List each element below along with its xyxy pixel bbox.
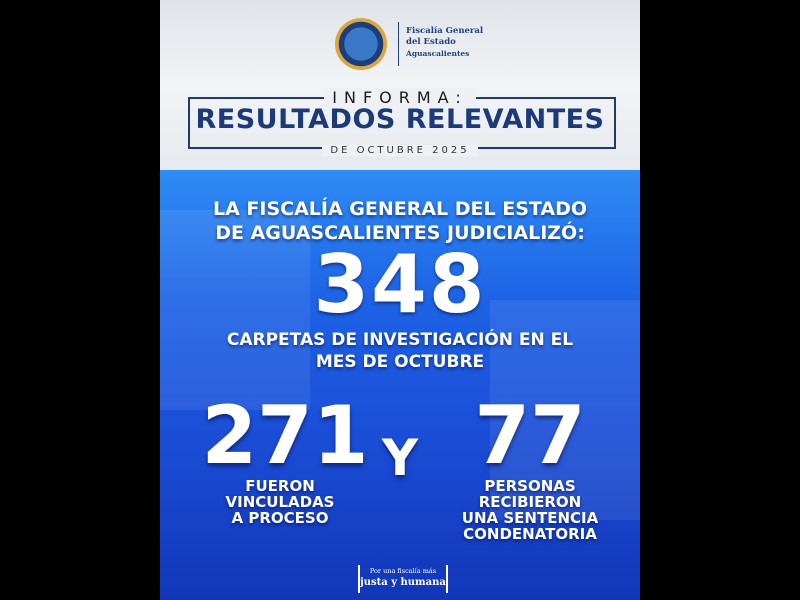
fiscalia-seal-logo xyxy=(335,18,387,70)
left-caption: FUERON VINCULADAS A PROCESO xyxy=(180,478,380,526)
page-title: RESULTADOS RELEVANTES xyxy=(195,104,605,135)
period: DE OCTUBRE 2025 xyxy=(160,138,640,157)
kicker-text: INFORMA: xyxy=(324,88,476,107)
caption-line: A PROCESO xyxy=(231,509,329,527)
org-name-line: Aguascalientes xyxy=(406,49,470,58)
caption-line: CONDENATORIA xyxy=(463,525,597,543)
left-number: 271 xyxy=(201,389,369,482)
header-section xyxy=(160,0,640,170)
conjunction: Y xyxy=(381,429,419,487)
org-name: Fiscalía General del Estado Aguascalient… xyxy=(406,26,483,59)
logo-divider xyxy=(398,22,399,66)
total-caption: CARPETAS DE INVESTIGACIÓN EN EL MES DE O… xyxy=(226,330,574,372)
total-number: 348 xyxy=(313,238,487,331)
building-decoration xyxy=(160,210,310,410)
caption-line: VINCULADAS xyxy=(225,493,335,511)
slogan-line: justa y humana xyxy=(360,577,446,588)
org-name-line: del Estado xyxy=(406,37,456,47)
infographic-poster: Fiscalía General del Estado Aguascalient… xyxy=(160,0,640,600)
caption-line: RECIBIERON xyxy=(478,493,582,511)
org-name-line: Fiscalía General xyxy=(406,26,484,36)
right-number: 77 xyxy=(474,389,586,482)
kicker: INFORMA: xyxy=(160,88,640,107)
slogan-line: Por una fiscalía más xyxy=(369,567,437,575)
caption-line: UNA SENTENCIA xyxy=(461,509,599,527)
building-decoration xyxy=(490,300,640,520)
slogan-badge: Por una fiscalía más justa y humana xyxy=(358,565,448,593)
content-section xyxy=(160,170,640,600)
caption-line: PERSONAS xyxy=(484,477,576,495)
right-caption: PERSONAS RECIBIERON UNA SENTENCIA CONDEN… xyxy=(430,478,630,542)
caption-line: FUERON xyxy=(245,477,315,495)
period-text: DE OCTUBRE 2025 xyxy=(322,145,478,156)
lead-text: LA FISCALÍA GENERAL DEL ESTADO DE AGUASC… xyxy=(212,198,588,244)
